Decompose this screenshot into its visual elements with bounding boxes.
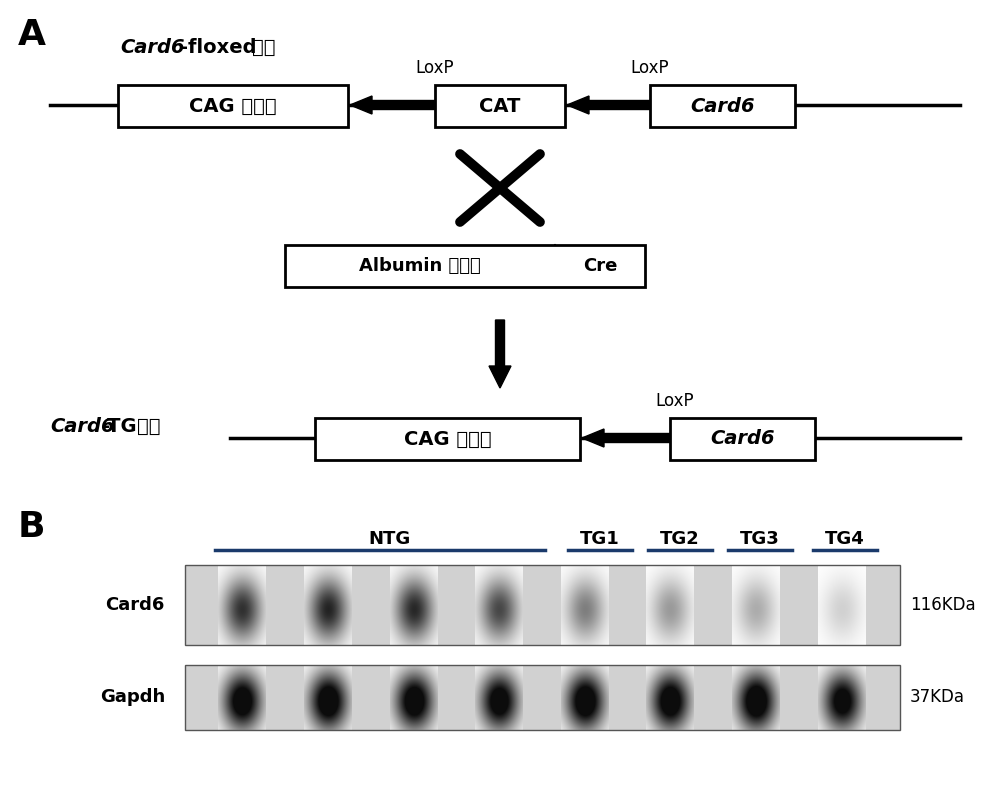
Bar <box>185 565 900 645</box>
Bar <box>285 245 645 287</box>
Text: LoxP: LoxP <box>416 59 454 77</box>
Text: TG1: TG1 <box>580 530 620 548</box>
Text: Card6: Card6 <box>710 430 775 449</box>
Text: TG4: TG4 <box>825 530 865 548</box>
Text: CAG 启动子: CAG 启动子 <box>404 430 491 449</box>
Text: -floxed: -floxed <box>180 38 263 57</box>
Text: CAG 启动子: CAG 启动子 <box>189 97 277 116</box>
Text: Gapdh: Gapdh <box>100 689 165 707</box>
Text: A: A <box>18 18 46 52</box>
Bar <box>435 85 565 127</box>
Bar <box>185 665 900 730</box>
Text: 116KDa: 116KDa <box>910 596 976 614</box>
Bar <box>670 418 815 460</box>
Text: -TG: -TG <box>102 416 143 435</box>
Text: Card6: Card6 <box>106 596 165 614</box>
Text: TG3: TG3 <box>740 530 780 548</box>
Bar <box>315 418 580 460</box>
Polygon shape <box>350 96 435 114</box>
Polygon shape <box>489 320 511 388</box>
Text: LoxP: LoxP <box>656 392 694 410</box>
Text: 小鼠: 小鼠 <box>252 38 276 57</box>
Text: NTG: NTG <box>369 530 411 548</box>
Text: Card6: Card6 <box>690 97 755 116</box>
Text: Card6: Card6 <box>50 416 115 435</box>
Text: LoxP: LoxP <box>631 59 669 77</box>
Bar <box>118 85 348 127</box>
Text: 小鼠: 小鼠 <box>137 416 160 435</box>
Text: Albumin 启动子: Albumin 启动子 <box>359 257 481 275</box>
Polygon shape <box>567 96 650 114</box>
Text: 37KDa: 37KDa <box>910 689 965 707</box>
Text: TG2: TG2 <box>660 530 700 548</box>
Bar <box>650 85 795 127</box>
Text: Cre: Cre <box>583 257 617 275</box>
Text: CAT: CAT <box>479 97 521 116</box>
Polygon shape <box>582 429 670 447</box>
Text: B: B <box>18 510 46 544</box>
Text: Card6: Card6 <box>120 38 185 57</box>
